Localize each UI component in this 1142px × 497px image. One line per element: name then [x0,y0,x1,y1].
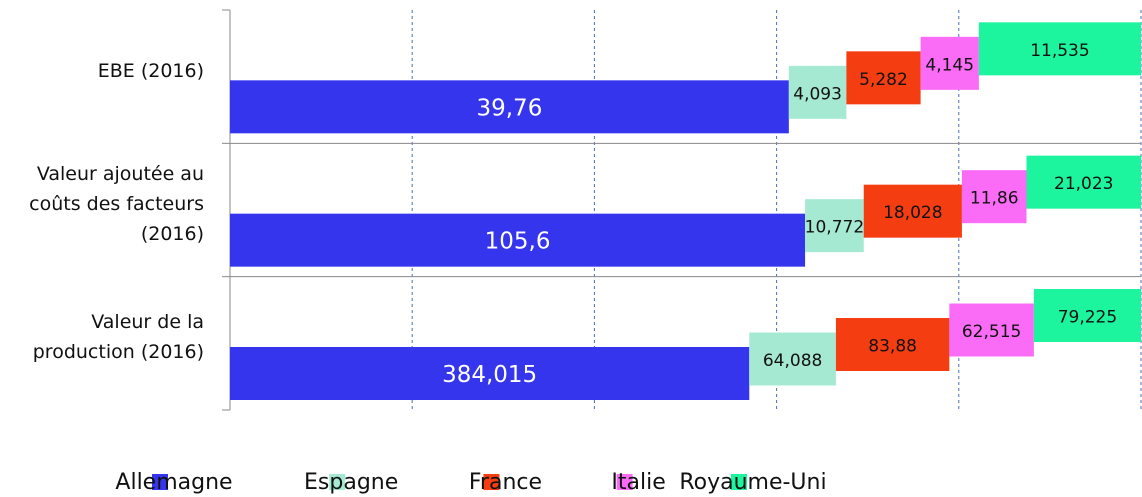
data-label: 83,88 [868,337,917,357]
category-label: EBE (2016) [97,59,204,82]
data-label: 5,282 [859,70,908,90]
data-label: 21,023 [1054,174,1113,194]
legend-label: Italie [611,470,665,495]
bar-segment [230,80,789,134]
legend-label: Allemagne [115,470,232,495]
bar-segment [788,65,847,119]
bar-segment [920,36,979,90]
data-label: 11,86 [970,189,1019,209]
category-label: Valeur ajoutée au coûts des facteurs (20… [29,163,204,245]
data-label: 10,772 [805,218,864,238]
bar-segment [805,199,864,253]
legend-label: France [469,470,542,495]
bar-segment [1033,289,1141,342]
data-label: 11,535 [1030,41,1089,61]
legend-label: Royaume-Uni [679,470,826,495]
data-label: 4,145 [925,55,974,75]
data-label: 39,76 [476,95,542,121]
legend-swatch [152,474,168,490]
legend-swatch [616,474,633,490]
legend-swatch [329,474,346,490]
bar-segment [949,303,1034,357]
bar-segment [961,170,1027,224]
data-label: 384,015 [442,362,537,388]
data-label: 18,028 [883,203,942,223]
legend-label: Espagne [304,470,398,495]
category-label: Valeur de la production (2016) [32,311,204,364]
bar-segment [749,332,836,386]
data-label: 105,6 [485,229,551,255]
data-label: 64,088 [763,351,822,371]
data-label: 79,225 [1058,308,1117,328]
bar-segment [846,51,921,105]
legend-swatch [483,474,500,490]
legend-swatch [730,474,747,490]
bar-segment [230,213,806,267]
bar-segment [835,318,950,371]
bar-segment [863,184,962,238]
bar-segment [1026,155,1141,209]
data-label: 62,515 [962,322,1021,342]
bar-segment [978,22,1141,76]
data-label: 4,093 [793,84,842,104]
bar-segment [230,347,750,400]
